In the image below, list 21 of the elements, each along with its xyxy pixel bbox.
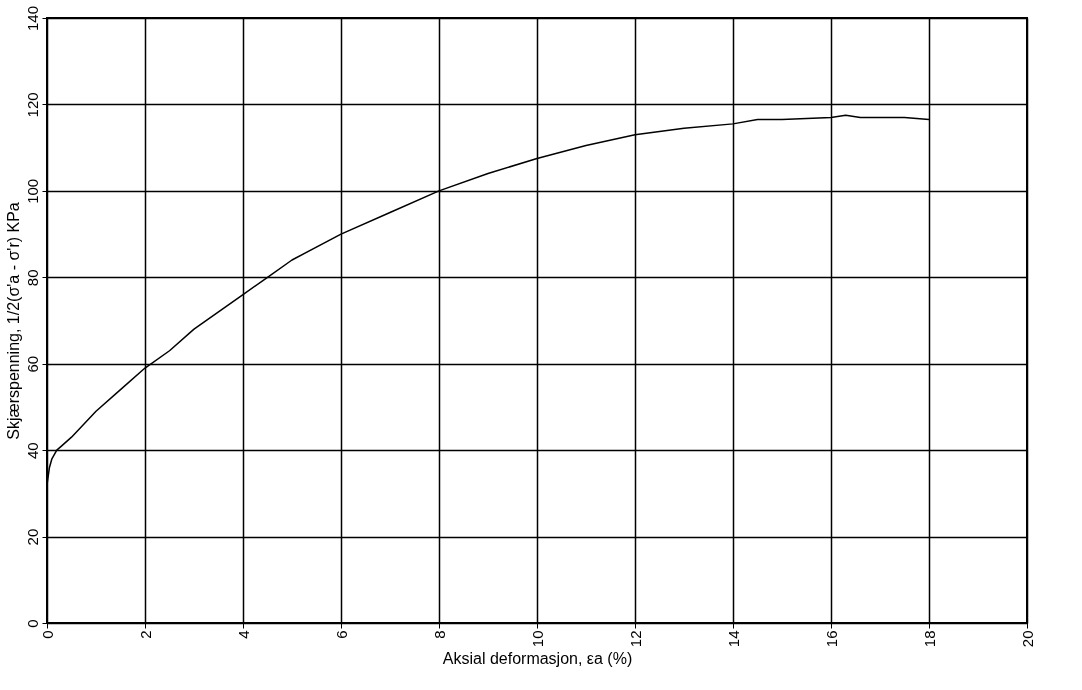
x-tick-label: 16 — [822, 630, 840, 648]
x-tick-label: 18 — [920, 630, 938, 648]
y-axis-title: Skjærspenning, 1/2(σ'a - σ'r) KPa — [4, 202, 22, 440]
x-tick-label: 12 — [626, 630, 644, 648]
y-tick-label: 80 — [23, 269, 41, 287]
x-tick-label: 6 — [332, 630, 350, 639]
y-tick-label: 140 — [23, 5, 41, 32]
x-tick-label: 10 — [528, 630, 546, 648]
x-tick-label: 4 — [234, 630, 252, 639]
y-tick-label: 100 — [23, 178, 41, 204]
y-tick-label: 120 — [23, 92, 41, 118]
x-tick-label: 20 — [1018, 630, 1036, 648]
x-tick-label: 14 — [724, 630, 742, 648]
y-tick-label: 60 — [23, 355, 41, 373]
x-tick-label: 8 — [430, 630, 448, 639]
x-axis-title: Aksial deformasjon, εa (%) — [442, 650, 633, 668]
x-tick-label: 2 — [136, 630, 154, 639]
x-tick-label: 0 — [38, 630, 56, 639]
y-tick-label: 0 — [23, 619, 41, 628]
y-tick-label: 40 — [23, 442, 41, 459]
y-tick-label: 20 — [23, 528, 41, 546]
